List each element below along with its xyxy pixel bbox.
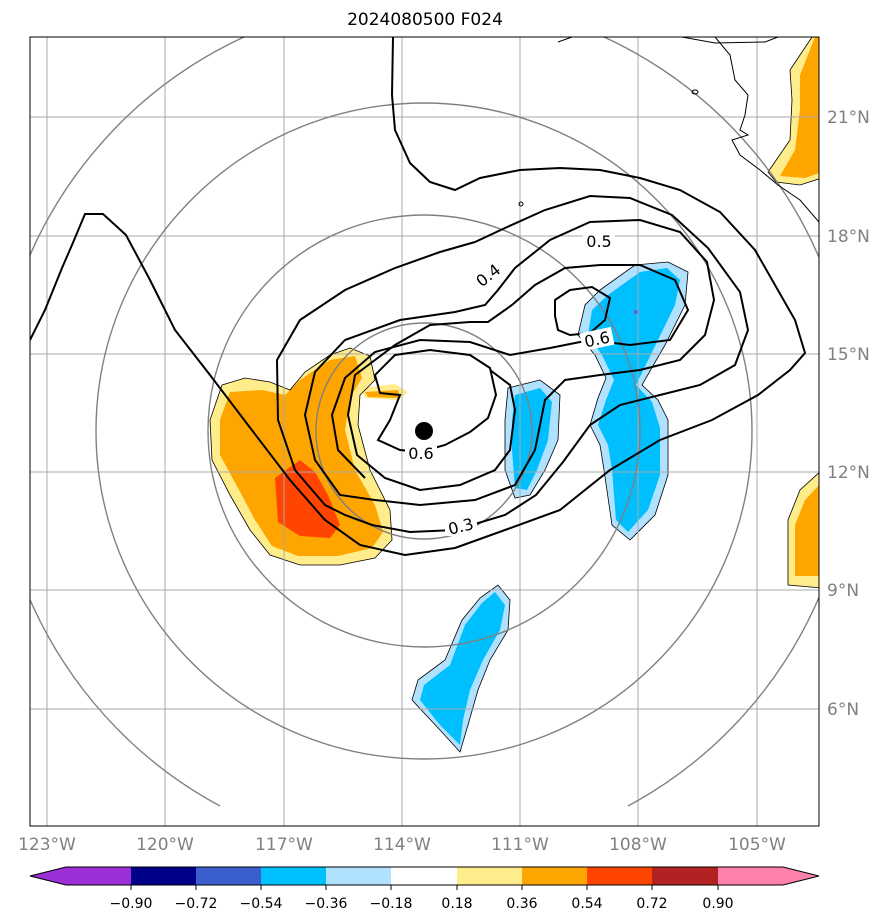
colorbar-tick: 0.54 xyxy=(571,896,602,912)
storm-center-marker xyxy=(415,422,433,440)
shading-orange-northeast xyxy=(768,37,819,185)
colorbar-tick: −0.36 xyxy=(305,896,348,912)
lat-tick-6n: 6°N xyxy=(827,700,859,720)
colorbar-cell xyxy=(196,867,261,885)
colorbar-tick: −0.18 xyxy=(370,896,413,912)
lat-tick-labels: 21°N 18°N 15°N 12°N 9°N 6°N xyxy=(827,108,870,720)
coastline xyxy=(518,37,819,223)
lon-tick-120w: 120°W xyxy=(136,835,194,855)
colorbar-cell xyxy=(522,867,587,885)
colorbar-extend-high xyxy=(783,867,819,885)
colorbar-tick: 0.18 xyxy=(441,896,472,912)
map-title: 2024080500 F024 xyxy=(347,10,503,30)
lat-tick-15n: 15°N xyxy=(827,345,870,365)
lat-tick-12n: 12°N xyxy=(827,463,870,483)
map-frame xyxy=(29,36,820,827)
lon-tick-108w: 108°W xyxy=(609,835,667,855)
lat-tick-21n: 21°N xyxy=(827,108,870,128)
colorbar-tick: 0.90 xyxy=(702,896,733,912)
colorbar-cell xyxy=(652,867,718,885)
colorbar-outline xyxy=(29,866,820,886)
contours xyxy=(30,37,807,557)
contour-label-0-5: 0.5 xyxy=(586,232,611,251)
colorbar-cell xyxy=(457,867,522,885)
shading-orange-west xyxy=(210,348,408,565)
colorbar: −0.90 −0.72 −0.54 −0.36 −0.18 0.18 0.36 … xyxy=(29,866,820,912)
lat-tick-18n: 18°N xyxy=(827,227,870,247)
map-panel: 0.3 0.4 0.5 0.6 0.6 xyxy=(30,37,819,826)
colorbar-tick: 0.72 xyxy=(636,896,667,912)
colorbar-extend-low xyxy=(30,867,66,885)
colorbar-cell xyxy=(718,867,783,885)
lon-tick-117w: 117°W xyxy=(255,835,313,855)
contour-label-0-6-east: 0.6 xyxy=(583,328,612,352)
colorbar-tick: 0.36 xyxy=(506,896,537,912)
lat-tick-9n: 9°N xyxy=(827,581,859,601)
colorbar-cell xyxy=(587,867,652,885)
colorbar-tick: −0.72 xyxy=(175,896,218,912)
lon-tick-114w: 114°W xyxy=(373,835,431,855)
colorbar-cell xyxy=(326,867,391,885)
colorbar-tick: −0.54 xyxy=(240,896,283,912)
shading-blue-south xyxy=(412,585,510,752)
colorbar-tick: −0.90 xyxy=(110,896,153,912)
colorbar-cell xyxy=(66,867,131,885)
lon-tick-111w: 111°W xyxy=(491,835,549,855)
range-rings xyxy=(30,37,819,807)
lat-lon-grid xyxy=(30,37,819,826)
shading-outlines xyxy=(209,37,819,753)
colorbar-cell xyxy=(261,867,326,885)
colorbar-cell xyxy=(131,867,196,885)
lon-tick-105w: 105°W xyxy=(728,835,786,855)
lon-tick-labels: 123°W 120°W 117°W 114°W 111°W 108°W 105°… xyxy=(18,835,786,855)
contour-label-0-6-center: 0.6 xyxy=(408,444,433,463)
colorbar-cell xyxy=(391,867,457,885)
lon-tick-123w: 123°W xyxy=(18,835,76,855)
